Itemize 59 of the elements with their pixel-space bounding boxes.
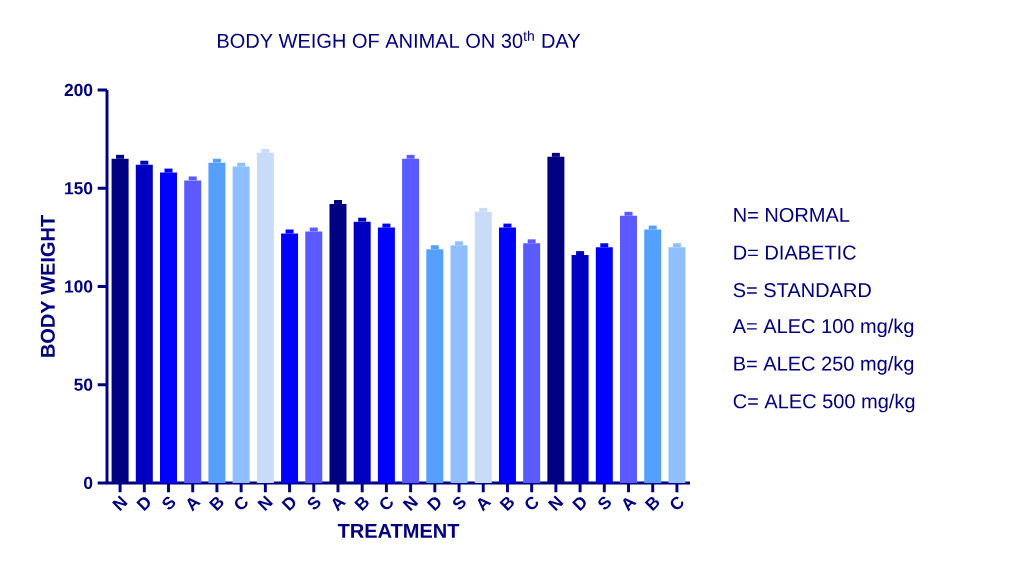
bar (232, 166, 250, 483)
x-tick-label: S (598, 496, 611, 510)
x-axis-title: TREATMENT (337, 524, 460, 538)
x-tick-label: N (112, 495, 128, 512)
x-tick-label: S (162, 496, 176, 510)
x-tick-label: C (525, 496, 539, 510)
bar (208, 162, 226, 483)
bar (305, 231, 323, 483)
text: C= ALEC 500 mg/kg (733, 393, 915, 413)
y-tick-label: 0 (84, 476, 93, 490)
bar (644, 229, 662, 483)
y-tick-label: 200 (64, 83, 93, 97)
bar (256, 152, 274, 483)
x-tick-label: A (623, 497, 637, 512)
x-tick-label: C (670, 496, 684, 510)
y-tick-label: 50 (74, 378, 93, 391)
bar (474, 211, 492, 483)
y-tick-label: 100 (65, 280, 93, 293)
x-tick-label: D (281, 497, 296, 512)
bar (353, 221, 371, 483)
bar (595, 247, 613, 483)
bar (571, 255, 589, 483)
x-tick-label: A (187, 497, 201, 512)
y-axis-title: BODY WEIGHT (40, 215, 55, 357)
x-tick-label: B (354, 496, 369, 512)
x-tick-label: D (426, 497, 441, 512)
text: D= DIABETIC (734, 245, 856, 260)
x-tick-label: N (402, 495, 419, 512)
x-tick-label: N (257, 495, 273, 512)
bar (281, 233, 299, 483)
x-tick-label: D (136, 497, 150, 512)
x-tick-label: B (208, 496, 224, 512)
x-tick-label: C (380, 496, 393, 510)
x-tick-label: N (547, 495, 564, 512)
y-tick-label: 150 (65, 182, 93, 195)
bar (426, 249, 444, 483)
bar (620, 215, 638, 483)
x-tick-label: B (499, 496, 514, 512)
bar (523, 243, 541, 483)
x-tick-label: S (453, 496, 466, 510)
bar (184, 180, 202, 483)
bar (402, 158, 420, 483)
text: S= STANDARD (733, 283, 871, 298)
bar (668, 247, 686, 483)
text: A= ALEC 100 mg/kg (732, 318, 914, 338)
x-tick-label: C (234, 496, 248, 510)
bar (377, 227, 395, 483)
text: B= ALEC 250 mg/kg (734, 356, 914, 375)
x-tick-label: A (477, 497, 492, 512)
bar (498, 227, 516, 483)
chart-title: BODY WEIGH OF ANIMAL ON 30$^{th}$ DAY (218, 30, 581, 48)
x-tick-label: D (572, 497, 586, 512)
bar (160, 172, 178, 483)
x-tick-label: B (644, 496, 660, 512)
bar (450, 245, 468, 483)
x-tick-label: S (307, 496, 321, 510)
x-tick-label: A (332, 497, 347, 512)
bar (135, 164, 153, 483)
text: N= NORMAL (734, 207, 850, 223)
